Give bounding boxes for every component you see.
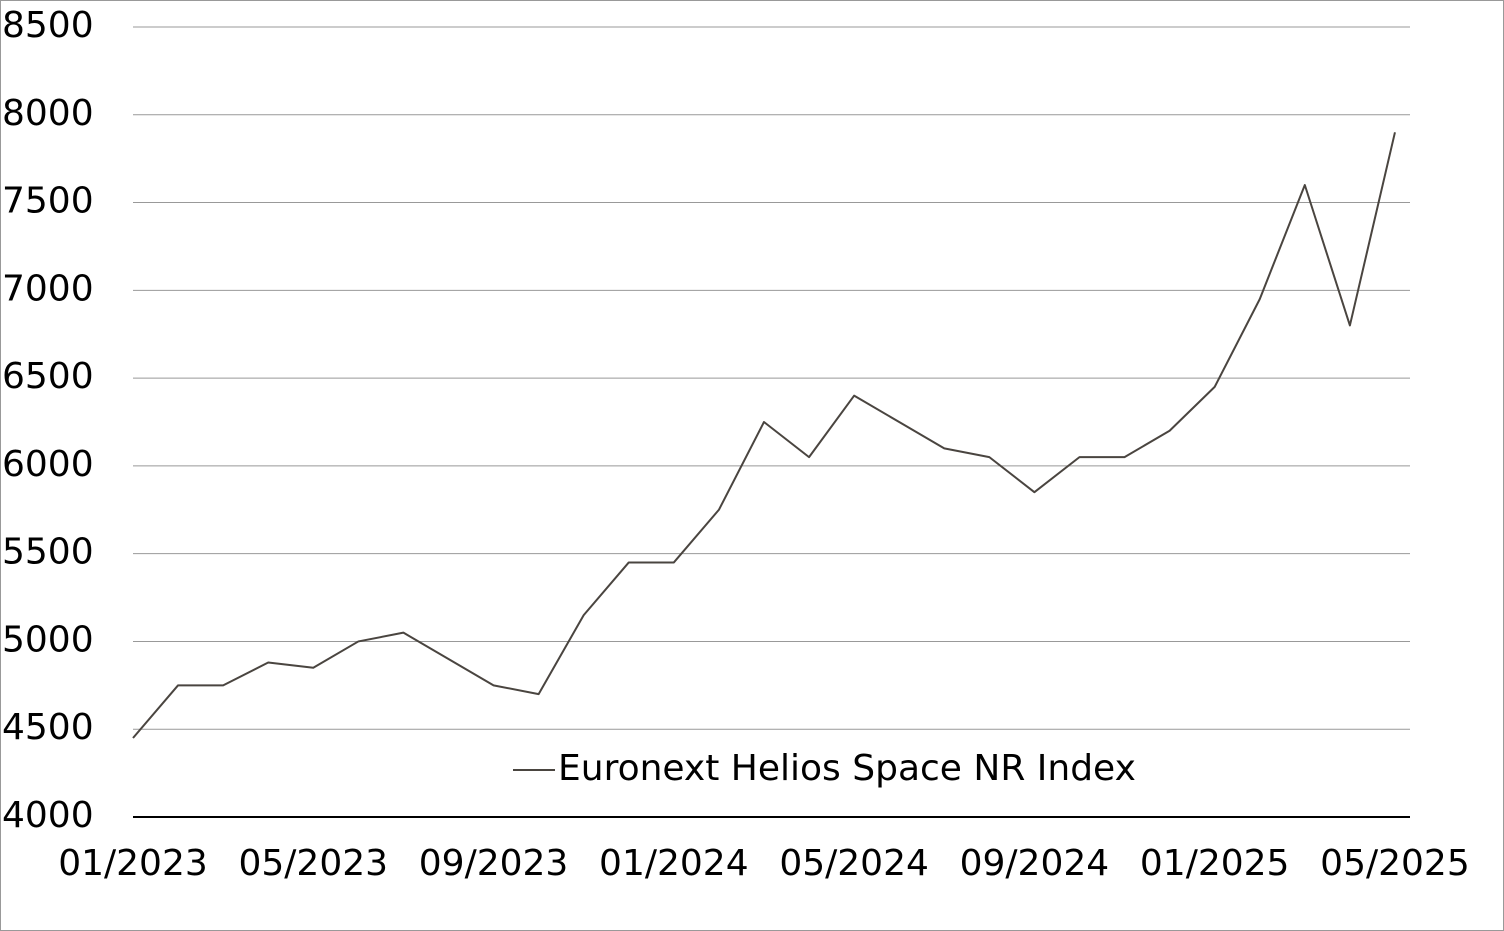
- y-tick-label: 7500: [2, 181, 94, 222]
- y-tick-label: 8500: [2, 5, 94, 46]
- y-tick-label: 4500: [2, 707, 94, 748]
- y-tick-label: 8000: [2, 93, 94, 134]
- y-tick-label: 5000: [2, 619, 94, 660]
- x-tick-label: 01/2025: [1140, 843, 1290, 884]
- x-tick-label: 01/2024: [599, 843, 749, 884]
- y-tick-label: 6500: [2, 356, 94, 397]
- y-tick-label: 7000: [2, 268, 94, 309]
- x-tick-label: 05/2023: [238, 843, 388, 884]
- y-tick-label: 4000: [2, 795, 94, 836]
- x-tick-label: 01/2023: [58, 843, 208, 884]
- x-tick-label: 05/2024: [779, 843, 929, 884]
- series-line: [132, 132, 1396, 739]
- x-tick-label: 09/2023: [419, 843, 569, 884]
- y-tick-label: 5500: [2, 532, 94, 573]
- legend-label: Euronext Helios Space NR Index: [558, 748, 1136, 789]
- x-tick-label: 05/2025: [1320, 843, 1470, 884]
- x-tick-label: 09/2024: [960, 843, 1110, 884]
- y-tick-label: 6000: [2, 444, 94, 485]
